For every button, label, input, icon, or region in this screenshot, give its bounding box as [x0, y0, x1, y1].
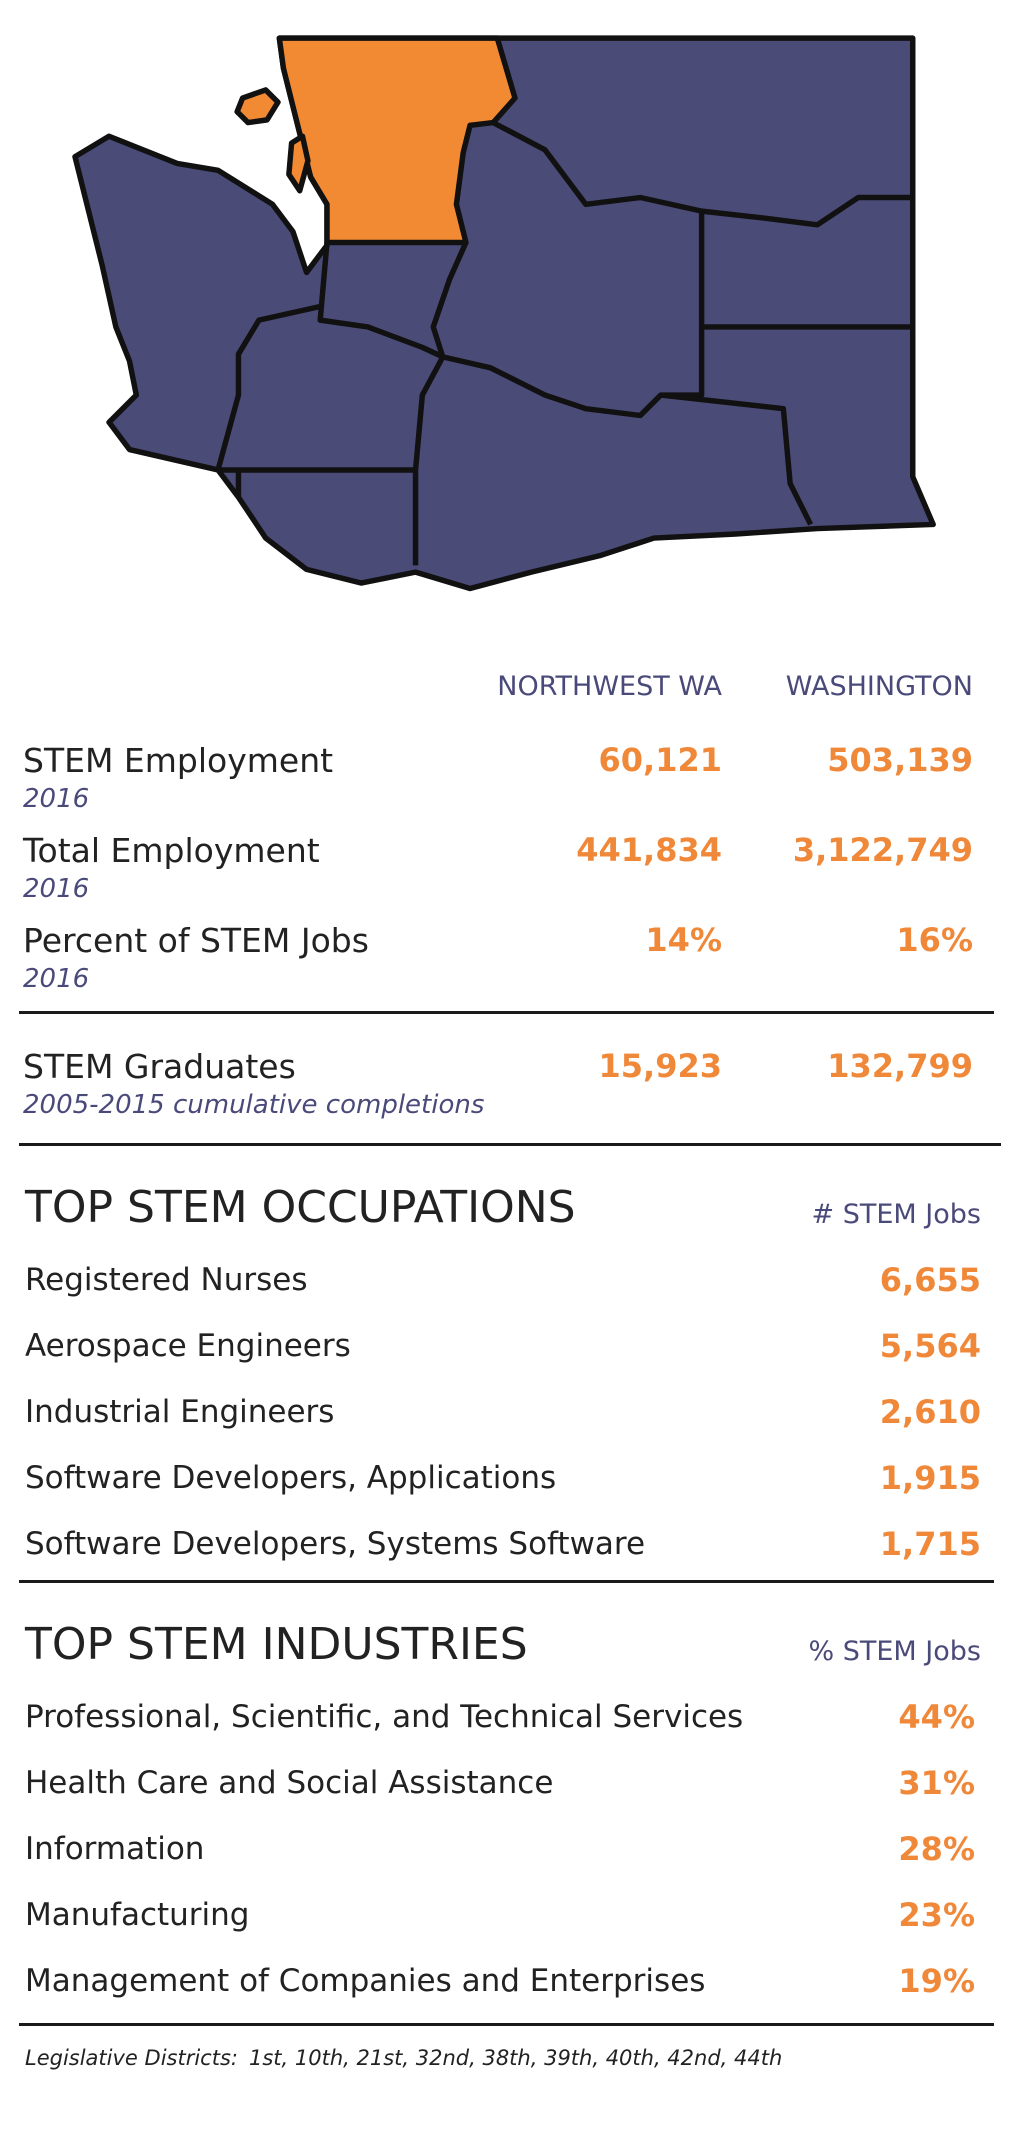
stat-value: 16%	[896, 921, 973, 959]
row-value: 1,715	[879, 1525, 981, 1563]
section-title: TOP STEM OCCUPATIONS	[25, 1182, 576, 1233]
row-value: 28%	[898, 1830, 975, 1868]
row-label: Management of Companies and Enterprises	[25, 1962, 706, 1999]
stat-value: 14%	[645, 921, 722, 959]
divider	[19, 1011, 994, 1014]
row-value: 23%	[898, 1896, 975, 1934]
stat-value: 3,122,749	[792, 831, 973, 869]
footer-label: Legislative Districts:	[25, 2045, 238, 2070]
divider	[19, 1580, 994, 1583]
row-label: Health Care and Social Assistance	[25, 1764, 554, 1801]
row-label: Information	[25, 1830, 205, 1867]
divider	[19, 2023, 994, 2026]
stat-label: STEM Employment	[23, 740, 334, 780]
column-header: WASHINGTON	[785, 670, 973, 702]
stat-value: 15,923	[598, 1047, 722, 1085]
stat-label: STEM Graduates	[23, 1046, 296, 1086]
stat-label: Total Employment	[23, 830, 320, 870]
washington-map	[72, 35, 936, 592]
stat-value: 441,834	[576, 831, 722, 869]
stat-value: 132,799	[827, 1047, 973, 1085]
row-value: 5,564	[879, 1327, 981, 1365]
row-label: Aerospace Engineers	[25, 1327, 351, 1364]
column-header: # STEM Jobs	[811, 1198, 981, 1230]
island	[234, 87, 281, 126]
row-value: 6,655	[879, 1261, 981, 1299]
row-label: Registered Nurses	[25, 1261, 308, 1298]
row-label: Professional, Scientific, and Technical …	[25, 1698, 744, 1735]
row-label: Software Developers, Applications	[25, 1459, 557, 1496]
row-value: 19%	[898, 1962, 975, 2000]
county-border	[317, 242, 444, 360]
stat-label: Percent of STEM Jobs	[23, 920, 369, 960]
row-value: 1,915	[879, 1459, 981, 1497]
divider	[19, 1143, 1001, 1146]
stat-period: 2005-2015 cumulative completions	[23, 1090, 485, 1120]
stat-period: 2016	[23, 784, 90, 814]
county-border	[215, 303, 416, 473]
section-title: TOP STEM INDUSTRIES	[25, 1619, 528, 1670]
column-header: NORTHWEST WA	[497, 670, 722, 702]
row-value: 2,610	[879, 1393, 981, 1431]
row-value: 44%	[898, 1698, 975, 1736]
row-label: Industrial Engineers	[25, 1393, 335, 1430]
county-border	[442, 211, 705, 419]
island	[286, 133, 311, 194]
stat-period: 2016	[23, 874, 90, 904]
county-border	[660, 392, 814, 526]
state-outline	[72, 35, 936, 592]
row-label: Software Developers, Systems Software	[25, 1525, 646, 1562]
footer-districts: 1st, 10th, 21st, 32nd, 38th, 39th, 40th,…	[249, 2045, 783, 2070]
stat-value: 60,121	[598, 741, 722, 779]
stat-period: 2016	[23, 964, 90, 994]
row-label: Manufacturing	[25, 1896, 250, 1933]
northwest-region	[276, 35, 518, 246]
column-header: % STEM Jobs	[808, 1635, 982, 1667]
row-value: 31%	[898, 1764, 975, 1802]
stat-value: 503,139	[827, 741, 973, 779]
